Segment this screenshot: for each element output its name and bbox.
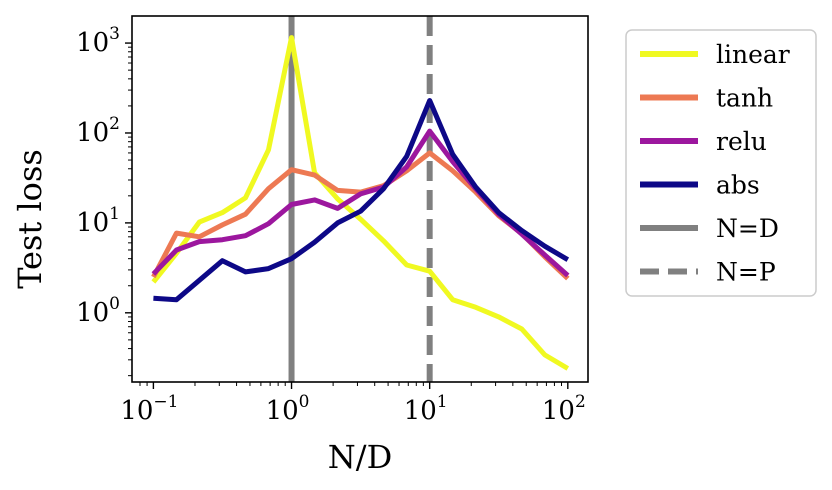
plot-area [151, 16, 570, 382]
series-line-relu [151, 128, 570, 278]
axes-frame [131, 15, 589, 383]
x-tick-label: 102 [542, 392, 586, 426]
series-line-abs [153, 98, 570, 303]
y-tick-label: 103 [76, 24, 120, 58]
y-tick-label: 101 [76, 204, 120, 238]
legend-label: N=P [716, 258, 776, 287]
x-tick-label: 10−1 [120, 392, 178, 426]
legend-label: linear [716, 40, 790, 69]
legend-label: tanh [716, 84, 773, 113]
y-tick-label: 102 [76, 114, 120, 148]
legend-label: abs [716, 171, 760, 200]
x-axis-label: N/D [328, 438, 392, 476]
y-tick-label: 100 [76, 294, 120, 328]
x-tick-label: 100 [266, 392, 310, 426]
x-tick-label: 101 [404, 392, 448, 426]
legend-label: N=D [716, 214, 779, 243]
y-axis-label: Test loss [11, 149, 49, 289]
legend-box [625, 29, 817, 297]
series-line-linear [151, 35, 570, 371]
legend-label: relu [716, 127, 767, 156]
